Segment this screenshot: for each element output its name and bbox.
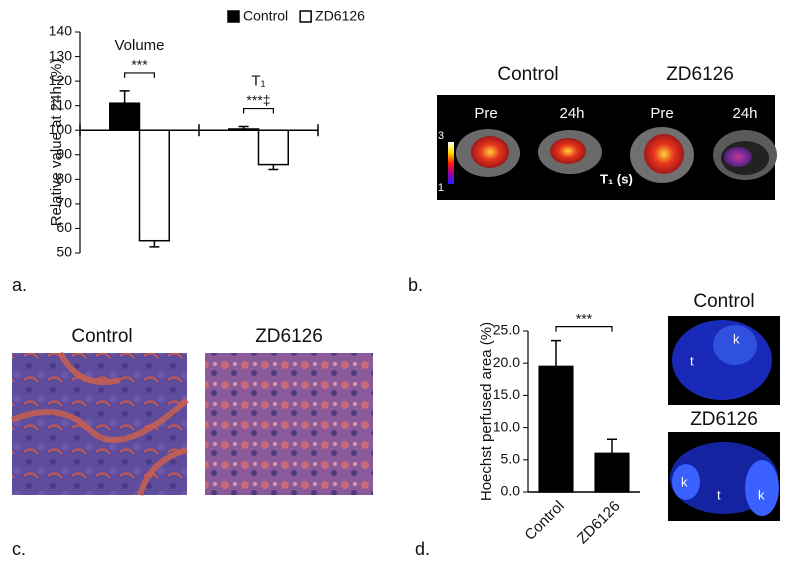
- region-label: t: [717, 487, 721, 502]
- y-tick-label: 0.0: [501, 483, 521, 499]
- timepoint-label: Pre: [474, 105, 497, 122]
- y-tick-label: 60: [56, 219, 72, 235]
- error-bar: [268, 164, 279, 171]
- bar: [109, 102, 141, 131]
- colorbar: [448, 142, 454, 184]
- y-tick-label: 130: [49, 47, 73, 63]
- timepoint-label: 24h: [732, 105, 757, 122]
- histology-label: Control: [71, 326, 132, 347]
- group-label: ZD6126: [666, 64, 734, 85]
- panel-label: d.: [415, 539, 430, 559]
- hoechst-tissue: [672, 464, 700, 500]
- y-tick-label: 120: [49, 72, 73, 88]
- legend-swatch: [227, 10, 240, 23]
- significance-label: ***‡: [246, 92, 270, 108]
- y-tick-label: 5.0: [501, 451, 521, 467]
- region-label: k: [758, 487, 765, 502]
- legend-label: Control: [243, 8, 288, 24]
- y-axis-label: Hoechst perfused area (%): [478, 322, 495, 501]
- legend-label: ZD6126: [315, 8, 365, 24]
- significance-label: ***: [131, 57, 148, 73]
- colorbar-unit: T₁ (s): [600, 171, 633, 186]
- category-label: Volume: [114, 37, 164, 54]
- bar: [228, 128, 260, 131]
- y-tick-label: 100: [49, 121, 73, 137]
- error-bar: [607, 438, 617, 454]
- y-tick-label: 80: [56, 170, 72, 186]
- y-tick-label: 50: [56, 244, 72, 260]
- error-bar: [238, 125, 249, 129]
- bar: [594, 452, 630, 493]
- error-bar: [551, 339, 561, 367]
- error-bar: [119, 90, 130, 104]
- hoechst-tissue: [713, 325, 757, 365]
- panel-label: b.: [408, 275, 423, 295]
- region-label: k: [681, 474, 688, 489]
- histology-image: [205, 353, 373, 495]
- panel-label: a.: [12, 275, 27, 295]
- y-axis-label: Relative value at 24h (%): [48, 59, 65, 227]
- x-tick-label: Control: [521, 498, 567, 544]
- y-tick-label: 20.0: [493, 354, 520, 370]
- y-tick-label: 140: [49, 23, 73, 39]
- significance-bracket: [555, 326, 613, 332]
- timepoint-label: Pre: [650, 105, 673, 122]
- x-tick-label: ZD6126: [574, 498, 624, 548]
- timepoint-label: 24h: [559, 105, 584, 122]
- significance-bracket: [243, 107, 274, 114]
- panel-label: c.: [12, 539, 26, 559]
- significance-bracket: [124, 72, 155, 78]
- histology-label: ZD6126: [255, 326, 323, 347]
- significance-label: ***: [576, 310, 593, 326]
- bar: [257, 129, 289, 166]
- error-bar: [149, 240, 160, 248]
- bar: [538, 365, 574, 493]
- y-tick-label: 70: [56, 195, 72, 211]
- y-tick-label: 25.0: [493, 322, 520, 338]
- histology-vessels: [10, 351, 190, 496]
- category-label: T₁: [251, 73, 265, 90]
- y-tick-label: 10.0: [493, 418, 520, 434]
- hoechst-tissue: [745, 460, 779, 516]
- colorbar-label: 1: [438, 182, 444, 194]
- hoechst-label: Control: [693, 291, 754, 312]
- y-tick-label: 15.0: [493, 386, 520, 402]
- y-tick-label: 110: [50, 96, 73, 112]
- hoechst-label: ZD6126: [690, 409, 758, 430]
- group-label: Control: [497, 64, 558, 85]
- region-label: t: [690, 353, 694, 368]
- region-label: k: [733, 331, 740, 346]
- y-tick-label: 90: [56, 145, 72, 161]
- legend-swatch: [299, 10, 312, 23]
- bar: [138, 129, 170, 242]
- mri-slices: [456, 127, 777, 183]
- colorbar-label: 3: [438, 130, 444, 142]
